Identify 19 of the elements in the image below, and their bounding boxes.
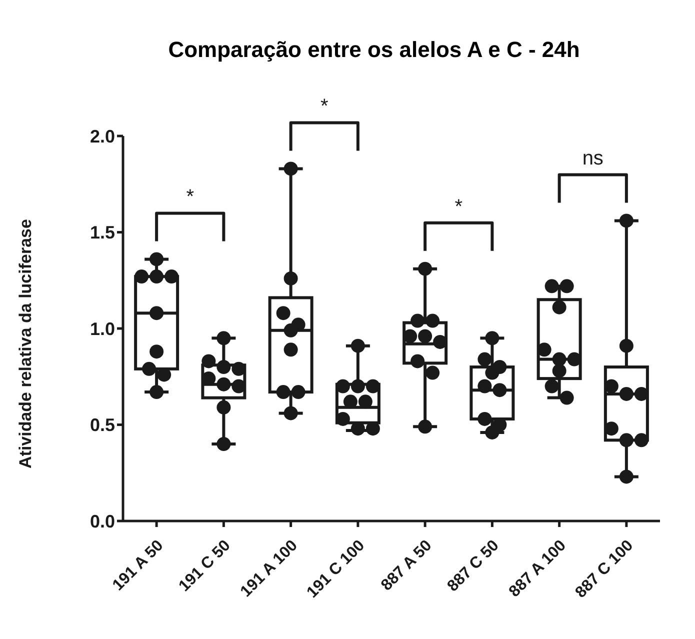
y-tick-label: 1.0 bbox=[90, 318, 115, 339]
text: * bbox=[320, 96, 328, 118]
x-tick-label: 887 A 100 bbox=[506, 537, 570, 601]
y-axis-title: Atividade relativa da luciferase bbox=[16, 219, 36, 468]
x-tick-label: 191 C 100 bbox=[304, 537, 368, 602]
annotation: * bbox=[454, 196, 463, 218]
x-tick-label: 887 A 50 bbox=[378, 537, 436, 594]
annotation: * bbox=[186, 186, 194, 208]
annotation: ns bbox=[582, 148, 604, 170]
x-tick-label: 191 C 50 bbox=[176, 537, 234, 596]
x-tick-label: 191 A 100 bbox=[238, 537, 302, 601]
y-tick-label: 1.5 bbox=[90, 222, 115, 243]
y-tick-label: 0.0 bbox=[90, 511, 115, 532]
chart-title: Comparação entre os alelos A e C - 24h bbox=[168, 37, 580, 62]
x-tick-label: 887 C 50 bbox=[444, 537, 502, 596]
y-tick-label: 0.5 bbox=[90, 415, 115, 436]
x-tick-label: 887 C 100 bbox=[572, 537, 637, 602]
x-tick-label: 191 A 50 bbox=[110, 537, 167, 594]
y-tick-label: 2.0 bbox=[90, 126, 115, 146]
